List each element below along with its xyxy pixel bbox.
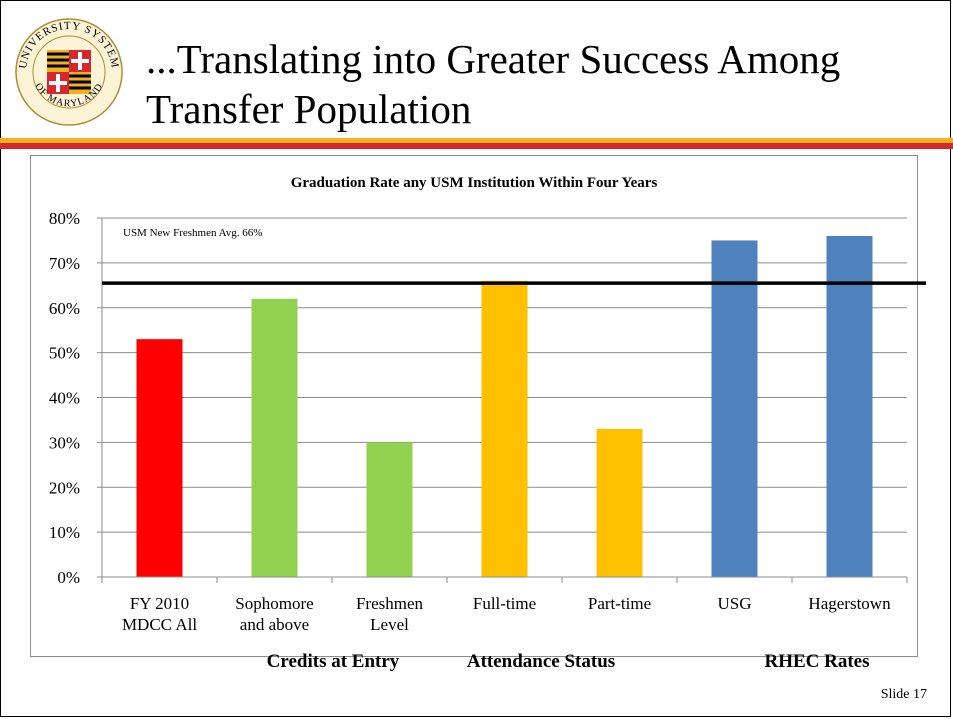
x-tick-label-line: Hagerstown — [808, 594, 891, 613]
y-tick-label: 50% — [49, 344, 80, 363]
x-tick-label-line: USG — [717, 594, 751, 613]
slide-title: ...Translating into Greater Success Amon… — [146, 36, 841, 132]
bar — [481, 280, 528, 577]
y-tick-label: 30% — [49, 433, 80, 452]
header-rule-red — [0, 143, 953, 149]
x-tick-label-line: Freshmen — [356, 594, 424, 613]
header-rule-gold — [0, 138, 953, 143]
usm-logo: UNIVERSITY SYSTEM OF MARYLAND — [15, 18, 123, 126]
x-tick-label-line: Sophomore — [235, 594, 313, 613]
bar — [366, 442, 413, 577]
slide-number: Slide 17 — [880, 687, 927, 702]
x-tick-label-line: FY 2010 — [130, 594, 189, 613]
group-label: Attendance Status — [467, 651, 615, 672]
reference-line-label: USM New Freshmen Avg. 66% — [123, 227, 262, 239]
bar — [711, 240, 758, 577]
bar — [826, 235, 873, 577]
x-tick-label: FY 2010 MDCC All — [122, 594, 197, 634]
x-tick-label-line: Full-time — [473, 594, 536, 613]
group-label: RHEC Rates — [764, 651, 869, 672]
x-tick-label: Part-time — [588, 594, 651, 613]
x-tick-label-line: Part-time — [588, 594, 651, 613]
x-tick-label: Sophomore and above — [235, 594, 313, 634]
x-tick-label-line: MDCC All — [122, 615, 197, 634]
bar — [136, 339, 183, 577]
x-tick-label: USG — [717, 594, 751, 613]
chart-frame — [30, 155, 918, 657]
y-tick-label: 0% — [57, 568, 80, 587]
chart-title: Graduation Rate any USM Institution With… — [291, 175, 658, 191]
y-tick-label: 70% — [49, 254, 80, 273]
bar — [251, 298, 298, 577]
y-tick-label: 40% — [49, 389, 80, 408]
y-tick-label: 20% — [49, 478, 80, 497]
x-tick-label: Full-time — [473, 594, 536, 613]
x-tick-label-line: Level — [370, 615, 409, 634]
x-tick-label-line: and above — [240, 615, 309, 634]
y-tick-label: 10% — [49, 523, 80, 542]
y-tick-label: 80% — [49, 209, 80, 228]
x-tick-label: Freshmen Level — [356, 594, 424, 634]
bar — [596, 428, 643, 577]
group-label: Credits at Entry — [267, 651, 400, 672]
y-tick-label: 60% — [49, 299, 80, 318]
x-tick-label: Hagerstown — [808, 594, 891, 613]
